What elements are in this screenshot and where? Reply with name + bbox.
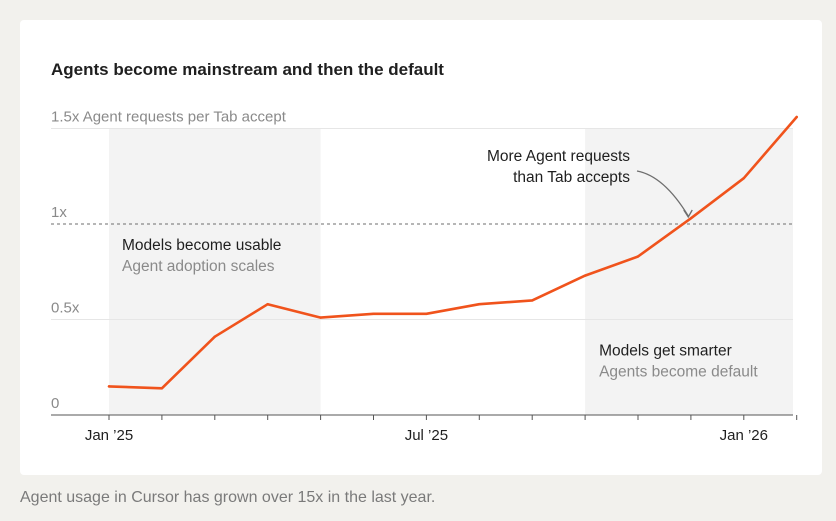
data-point	[478, 303, 481, 306]
data-point	[425, 312, 428, 315]
shaded-region-1	[109, 128, 321, 415]
y-axis-label: 1.5x Agent requests per Tab accept	[51, 109, 287, 126]
line-chart: 0 0.5x 1x 1.5x Agent requests per Tab accep…	[51, 109, 799, 444]
y-tick-label: 1x	[51, 204, 67, 221]
data-point	[636, 255, 640, 258]
data-point	[531, 299, 534, 302]
annotation-arrowhead	[683, 209, 693, 219]
data-point	[583, 274, 587, 277]
region-label: Models get smarter	[599, 343, 732, 360]
region-sublabel: Agents become default	[599, 364, 758, 381]
data-point	[160, 387, 164, 390]
region-sublabel: Agent adoption scales	[122, 258, 275, 275]
data-point	[107, 385, 111, 388]
data-point	[742, 176, 745, 180]
annotation-text: More Agent requests	[487, 148, 630, 165]
data-point	[319, 316, 322, 319]
region-label: Models become usable	[122, 237, 281, 254]
y-tick-label: 0	[51, 395, 59, 412]
data-point	[689, 217, 693, 220]
data-point	[266, 303, 269, 306]
y-tick-label: 0.5x	[51, 300, 80, 317]
data-point	[213, 335, 216, 338]
chart-title: Agents become mainstream and then the de…	[51, 60, 444, 79]
series-line	[107, 115, 799, 390]
shaded-region-2	[585, 128, 793, 415]
x-tick-label: Jul ’25	[405, 427, 448, 444]
annotation-text: than Tab accepts	[513, 169, 630, 186]
x-tick-label: Jan ’25	[85, 427, 133, 444]
annotation-arrow	[636, 170, 689, 217]
x-tick-label: Jan ’26	[720, 427, 768, 444]
data-point	[372, 312, 375, 315]
figure-caption: Agent usage in Cursor has grown over 15x…	[20, 489, 436, 506]
data-point	[795, 115, 798, 119]
